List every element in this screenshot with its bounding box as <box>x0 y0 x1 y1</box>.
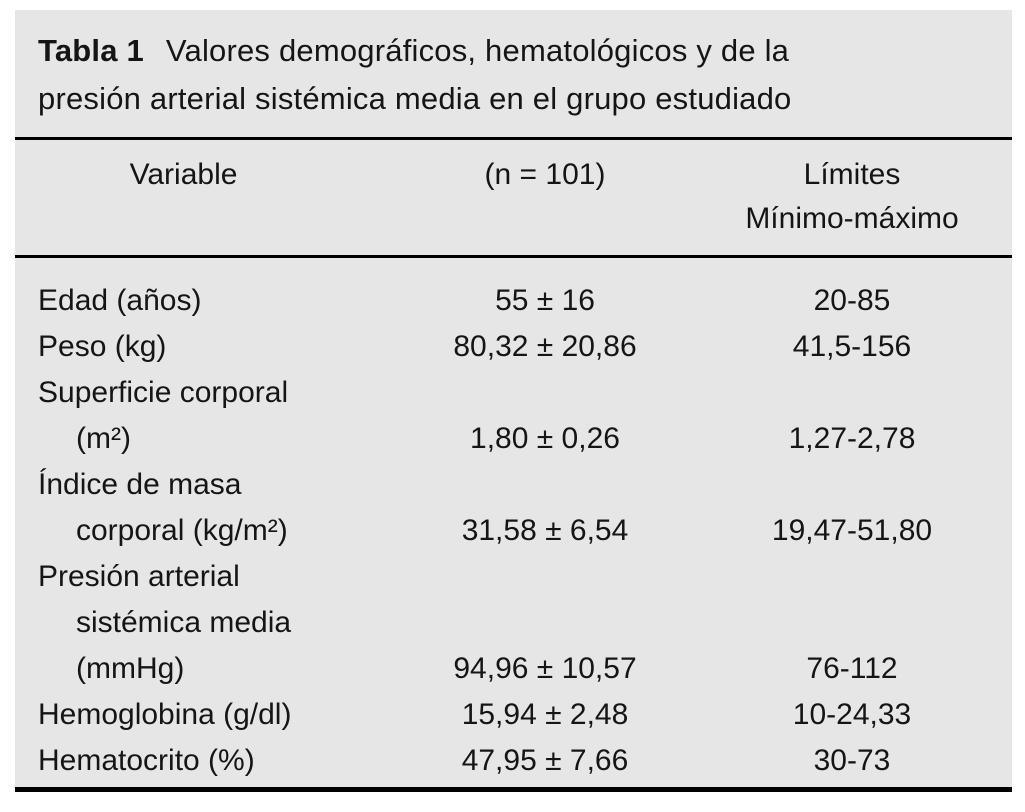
variable-label: (mmHg) <box>76 652 185 685</box>
range-value <box>692 462 1012 508</box>
range-value: 19,47-51,80 <box>771 514 933 547</box>
table-row: Hemoglobina (g/dl) 15,94 ± 2,48 10-24,33 <box>15 692 1012 738</box>
header-limits-line2: Mínimo-máximo <box>745 202 959 235</box>
mean-sd-value: 94,96 ± 10,57 <box>453 652 637 685</box>
table-row: Índice de masa <box>15 462 1012 508</box>
mean-sd-value <box>398 554 692 600</box>
variable-label: Peso (kg) <box>38 330 167 363</box>
table-row: sistémica media <box>15 600 1012 646</box>
table-row: Edad (años) 55 ± 16 20-85 <box>15 278 1012 324</box>
range-value <box>692 600 1012 646</box>
caption-label: Tabla 1 <box>38 33 144 68</box>
mean-sd-value <box>398 370 692 416</box>
table-row: (mmHg) 94,96 ± 10,57 76-112 <box>15 646 1012 692</box>
variable-label: corporal (kg/m²) <box>76 514 288 547</box>
variable-label: (m²) <box>76 422 131 455</box>
header-limits: Límites Mínimo-máximo <box>692 153 1012 241</box>
mean-sd-value: 47,95 ± 7,66 <box>461 744 629 777</box>
variable-label: Hematocrito (%) <box>38 744 255 777</box>
header-n: (n = 101) <box>484 158 606 191</box>
range-value: 10-24,33 <box>792 698 912 731</box>
caption-line-1: Tabla 1 Valores demográficos, hematológic… <box>38 27 982 75</box>
mean-sd-value: 1,80 ± 0,26 <box>470 422 620 455</box>
table-row: Superficie corporal <box>15 370 1012 416</box>
range-value: 30-73 <box>813 744 891 777</box>
range-value: 76-112 <box>806 652 898 685</box>
range-value: 1,27-2,78 <box>788 422 916 455</box>
mean-sd-value: 80,32 ± 20,86 <box>453 330 637 363</box>
range-value <box>692 370 1012 416</box>
table-row: (m²) 1,80 ± 0,26 1,27-2,78 <box>15 416 1012 462</box>
variable-label: sistémica media <box>76 606 292 639</box>
variable-label: Índice de masa <box>38 468 242 501</box>
table-row: Peso (kg) 80,32 ± 20,86 41,5-156 <box>15 324 1012 370</box>
table-header: Variable (n = 101) Límites Mínimo-máximo <box>15 140 1012 258</box>
caption-text-2: presión arterial sistémica media en el g… <box>38 81 792 116</box>
table-body: Edad (años) 55 ± 16 20-85 Peso (kg) 80,32 ± … <box>15 258 1012 784</box>
table-caption: Tabla 1 Valores demográficos, hematológic… <box>15 10 1012 140</box>
mean-sd-value <box>398 600 692 646</box>
mean-sd-value: 55 ± 16 <box>495 284 595 317</box>
range-value: 20-85 <box>813 284 891 317</box>
variable-label: Superficie corporal <box>38 376 289 409</box>
table-row: Hematocrito (%) 47,95 ± 7,66 30-73 <box>15 738 1012 784</box>
table-panel: Tabla 1 Valores demográficos, hematológic… <box>15 10 1012 792</box>
variable-label: Edad (años) <box>38 284 202 317</box>
variable-label: Presión arterial <box>38 560 240 593</box>
range-value <box>692 554 1012 600</box>
caption-text-1: Valores demográficos, hematológicos y de… <box>165 33 790 68</box>
header-variable: Variable <box>129 158 238 191</box>
mean-sd-value <box>398 462 692 508</box>
range-value: 41,5-156 <box>792 330 912 363</box>
table-row: corporal (kg/m²) 31,58 ± 6,54 19,47-51,80 <box>15 508 1012 554</box>
mean-sd-value: 31,58 ± 6,54 <box>461 514 629 547</box>
mean-sd-value: 15,94 ± 2,48 <box>461 698 629 731</box>
variable-label: Hemoglobina (g/dl) <box>38 698 292 731</box>
header-limits-line1: Límites <box>803 158 901 191</box>
table-row: Presión arterial <box>15 554 1012 600</box>
